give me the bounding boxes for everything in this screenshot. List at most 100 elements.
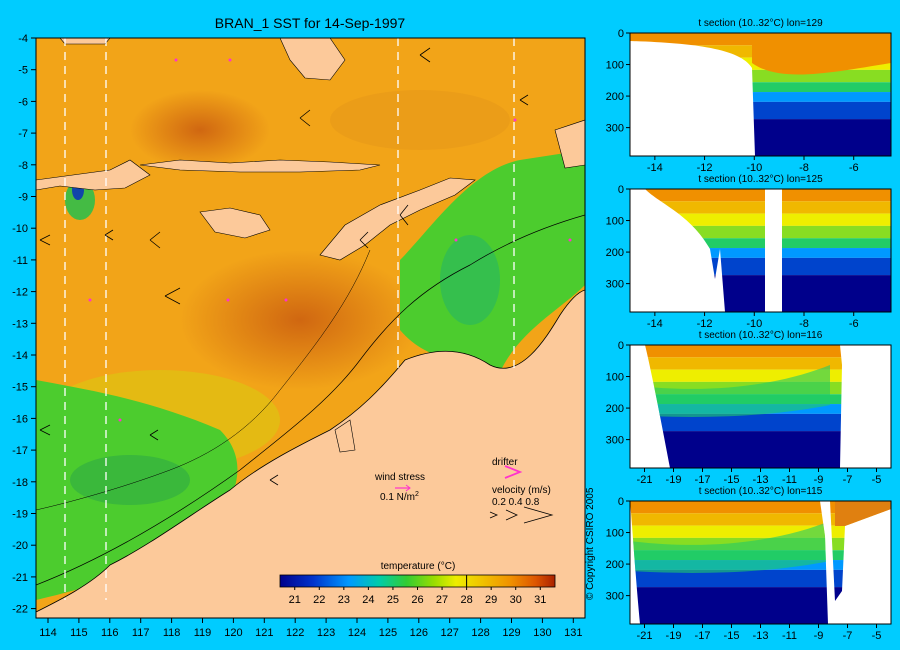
lat-tick-label: -8 <box>18 160 28 172</box>
lat-tick-label: -13 <box>12 318 28 330</box>
section-lat-label: -11 <box>782 630 797 642</box>
warm-band-zone <box>330 90 510 150</box>
cool-blob <box>440 235 500 325</box>
colorbar-tick-label: 21 <box>289 594 301 606</box>
lat-tick-label: -11 <box>13 255 28 267</box>
section-lat-label: -15 <box>724 474 740 486</box>
colorbar-tick-label: 29 <box>485 594 497 606</box>
lat-tick-label: -6 <box>18 96 28 108</box>
map-frame <box>35 37 586 619</box>
lon-tick-label: 123 <box>317 627 335 639</box>
lat-tick-label: -15 <box>12 382 28 394</box>
lon-tick-label: 122 <box>286 627 304 639</box>
velocity-label: velocity (m/s) <box>492 485 551 496</box>
thermocline-layer <box>645 365 830 417</box>
section-lat-label: -8 <box>799 162 809 174</box>
lon-tick-label: 118 <box>163 627 181 639</box>
section-lat-label: -6 <box>849 162 859 174</box>
temperature-band <box>630 569 891 588</box>
longitude-axis: 114 115 116 117 118 119 120 121 122 123 124 125 126 1… <box>39 618 582 639</box>
section-lat-label: -7 <box>843 630 853 642</box>
lat-tick-label: -4 <box>18 33 28 45</box>
depth-tick-label: 0 <box>618 496 624 508</box>
colorbar-tick-label: 27 <box>436 594 448 606</box>
section-lat-label: -6 <box>849 318 859 330</box>
section-lat-label: -12 <box>697 162 713 174</box>
section-panel-lon115: t section (10..32°C) lon=115 0 100 200 300 -2… <box>606 486 892 642</box>
section-lat-label: -8 <box>799 318 809 330</box>
colorbar-tick-label: 24 <box>362 594 374 606</box>
section-lat-label: -19 <box>666 630 682 642</box>
lon-tick-label: 117 <box>132 627 150 639</box>
lon-tick-label: 116 <box>101 627 119 639</box>
depth-tick-label: 100 <box>606 372 624 384</box>
drifter-label: drifter <box>492 457 518 468</box>
lesser-sunda-islands <box>139 159 381 173</box>
section-lat-label: -11 <box>782 474 797 486</box>
map-title: BRAN_1 SST for 14-Sep-1997 <box>215 15 406 31</box>
depth-tick-label: 300 <box>606 123 624 135</box>
temperature-band <box>645 431 842 468</box>
temperature-band <box>630 92 891 102</box>
lon-tick-label: 119 <box>194 627 212 639</box>
section-lat-label: -13 <box>753 630 769 642</box>
lat-tick-label: -10 <box>12 223 28 235</box>
wind-stress-label: wind stress <box>374 472 425 483</box>
thermocline-layer <box>630 521 830 573</box>
depth-tick-label: 200 <box>606 247 624 259</box>
section-lat-label: -9 <box>814 630 824 642</box>
depth-tick-label: 300 <box>606 591 624 603</box>
colorbar-tick-label: 31 <box>534 594 546 606</box>
section-lat-label: -19 <box>666 474 682 486</box>
section-lat-label: -15 <box>724 630 740 642</box>
lat-tick-label: -7 <box>18 128 28 140</box>
sulawesi-island <box>279 38 346 81</box>
depth-tick-label: 200 <box>606 91 624 103</box>
section-temperature-field <box>645 345 842 468</box>
section-lat-label: -5 <box>872 630 882 642</box>
wind-stress-arrows <box>39 47 529 486</box>
section-panel-lon125: t section (10..32°C) lon=125 0 100 200 300 -1… <box>606 174 892 330</box>
cool-blob <box>70 455 190 505</box>
depth-tick-label: 0 <box>618 340 624 352</box>
section-lines <box>64 38 515 600</box>
lon-tick-label: 126 <box>410 627 428 639</box>
depth-tick-label: 100 <box>606 60 624 72</box>
section-lat-label: -13 <box>753 474 769 486</box>
depth-tick-label: 200 <box>606 403 624 415</box>
depth-tick-label: 300 <box>606 279 624 291</box>
lat-tick-label: -12 <box>12 287 28 299</box>
section-lat-label: -21 <box>637 474 653 486</box>
warm-layer <box>752 33 891 75</box>
depth-contour <box>36 214 585 586</box>
map-legend: wind stress 0.1 N/m2 drifter velocity (m… <box>374 457 554 524</box>
lon-tick-label: 127 <box>441 627 459 639</box>
lat-tick-label: -22 <box>12 604 28 616</box>
section-title: t section (10..32°C) lon=115 <box>699 486 823 497</box>
lon-tick-label: 130 <box>533 627 551 639</box>
section-title: t section (10..32°C) lon=116 <box>699 330 823 341</box>
section-panel-lon129: t section (10..32°C) lon=129 0 100 200 300 -1… <box>606 18 892 174</box>
section-lat-label: -14 <box>647 318 663 330</box>
depth-tick-label: 0 <box>618 184 624 196</box>
colorbar-title: temperature (°C) <box>381 561 456 572</box>
section-lat-label: -17 <box>695 474 711 486</box>
temperature-band <box>630 82 891 93</box>
warm-eddy-zone <box>180 250 420 390</box>
depth-tick-label: 200 <box>606 559 624 571</box>
lat-tick-label: -19 <box>12 509 28 521</box>
depth-tick-label: 100 <box>606 528 624 540</box>
temperature-band <box>645 413 842 432</box>
lat-tick-label: -21 <box>12 572 28 584</box>
section-title: t section (10..32°C) lon=125 <box>698 174 823 185</box>
lon-tick-label: 115 <box>70 627 88 639</box>
section-frame <box>629 188 892 313</box>
colorbar-ticks: 21 22 23 24 25 26 27 28 29 30 31 <box>289 575 546 606</box>
colorbar-tick-label: 25 <box>387 594 399 606</box>
colorbar-tick-label: 30 <box>510 594 522 606</box>
copyright-text: © Copyright CSIRO 2005 <box>585 487 596 600</box>
small-island <box>59 38 111 45</box>
depth-tick-label: 100 <box>606 216 624 228</box>
